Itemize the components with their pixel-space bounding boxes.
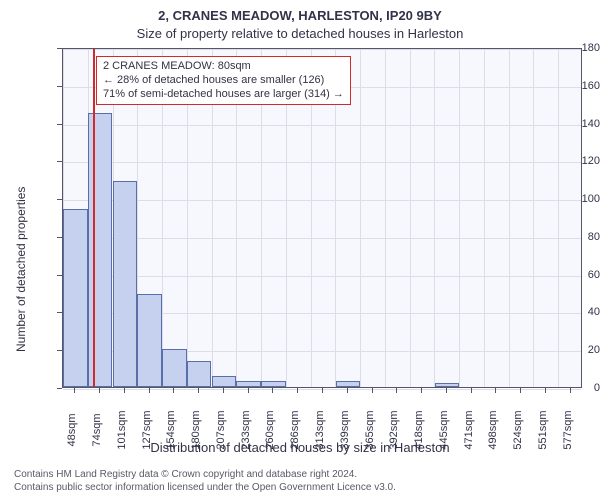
x-tick-mark	[149, 388, 150, 393]
gridline-h	[63, 125, 581, 126]
gridline-h	[63, 200, 581, 201]
histogram-bar	[137, 294, 162, 387]
chart-title: 2, CRANES MEADOW, HARLESTON, IP20 9BY	[0, 8, 600, 23]
histogram-bar	[162, 349, 187, 387]
gridline-h	[63, 238, 581, 239]
y-tick-mark	[57, 86, 62, 87]
x-tick-mark	[545, 388, 546, 393]
x-tick-mark	[570, 388, 571, 393]
gridline-v	[385, 49, 386, 387]
x-tick-mark	[471, 388, 472, 393]
gridline-h	[63, 49, 581, 50]
y-tick-mark	[57, 124, 62, 125]
footer: Contains HM Land Registry data © Crown c…	[14, 468, 396, 494]
x-tick-mark	[322, 388, 323, 393]
y-tick-mark	[57, 161, 62, 162]
footer-line-1: Contains HM Land Registry data © Crown c…	[14, 468, 396, 481]
gridline-v	[533, 49, 534, 387]
y-tick-label: 80	[546, 231, 600, 243]
y-tick-label: 180	[546, 42, 600, 54]
y-tick-mark	[57, 275, 62, 276]
y-tick-mark	[57, 48, 62, 49]
y-tick-label: 40	[546, 306, 600, 318]
y-tick-mark	[57, 350, 62, 351]
y-axis-label: Number of detached properties	[14, 187, 28, 352]
x-tick-mark	[99, 388, 100, 393]
x-tick-mark	[495, 388, 496, 393]
annotation-line-2: ← 28% of detached houses are smaller (12…	[103, 74, 344, 88]
x-tick-mark	[74, 388, 75, 393]
y-tick-mark	[57, 388, 62, 389]
y-tick-label: 0	[546, 382, 600, 394]
gridline-v	[484, 49, 485, 387]
gridline-h	[63, 276, 581, 277]
y-tick-mark	[57, 199, 62, 200]
y-tick-label: 140	[546, 118, 600, 130]
histogram-bar	[336, 381, 361, 387]
x-tick-mark	[421, 388, 422, 393]
x-axis-label: Distribution of detached houses by size …	[0, 440, 600, 455]
y-tick-label: 120	[546, 155, 600, 167]
histogram-bar	[212, 376, 237, 387]
y-tick-mark	[57, 312, 62, 313]
y-tick-label: 20	[546, 344, 600, 356]
y-tick-label: 100	[546, 193, 600, 205]
x-tick-mark	[223, 388, 224, 393]
y-tick-mark	[57, 237, 62, 238]
y-tick-label: 160	[546, 80, 600, 92]
x-tick-mark	[198, 388, 199, 393]
x-tick-mark	[297, 388, 298, 393]
histogram-bar	[63, 209, 88, 387]
x-tick-mark	[347, 388, 348, 393]
x-tick-mark	[173, 388, 174, 393]
annotation-line-3: 71% of semi-detached houses are larger (…	[103, 88, 344, 102]
x-tick-mark	[520, 388, 521, 393]
gridline-v	[360, 49, 361, 387]
x-tick-mark	[396, 388, 397, 393]
gridline-h	[63, 162, 581, 163]
histogram-bar	[113, 181, 138, 387]
footer-line-2: Contains public sector information licen…	[14, 481, 396, 494]
y-tick-label: 60	[546, 269, 600, 281]
histogram-bar	[236, 381, 261, 387]
histogram-bar	[88, 113, 113, 387]
histogram-bar	[187, 361, 212, 387]
x-tick-mark	[372, 388, 373, 393]
annotation-box: 2 CRANES MEADOW: 80sqm ← 28% of detached…	[96, 56, 351, 105]
x-tick-mark	[124, 388, 125, 393]
x-tick-mark	[248, 388, 249, 393]
x-tick-mark	[272, 388, 273, 393]
gridline-v	[434, 49, 435, 387]
histogram-bar	[261, 381, 286, 387]
histogram-bar	[435, 383, 460, 387]
gridline-v	[558, 49, 559, 387]
gridline-v	[459, 49, 460, 387]
gridline-v	[410, 49, 411, 387]
x-tick-mark	[446, 388, 447, 393]
gridline-v	[509, 49, 510, 387]
highlight-line	[93, 49, 95, 387]
annotation-line-1: 2 CRANES MEADOW: 80sqm	[103, 60, 344, 74]
chart-container: 2, CRANES MEADOW, HARLESTON, IP20 9BY Si…	[0, 0, 600, 500]
chart-subtitle: Size of property relative to detached ho…	[0, 26, 600, 41]
